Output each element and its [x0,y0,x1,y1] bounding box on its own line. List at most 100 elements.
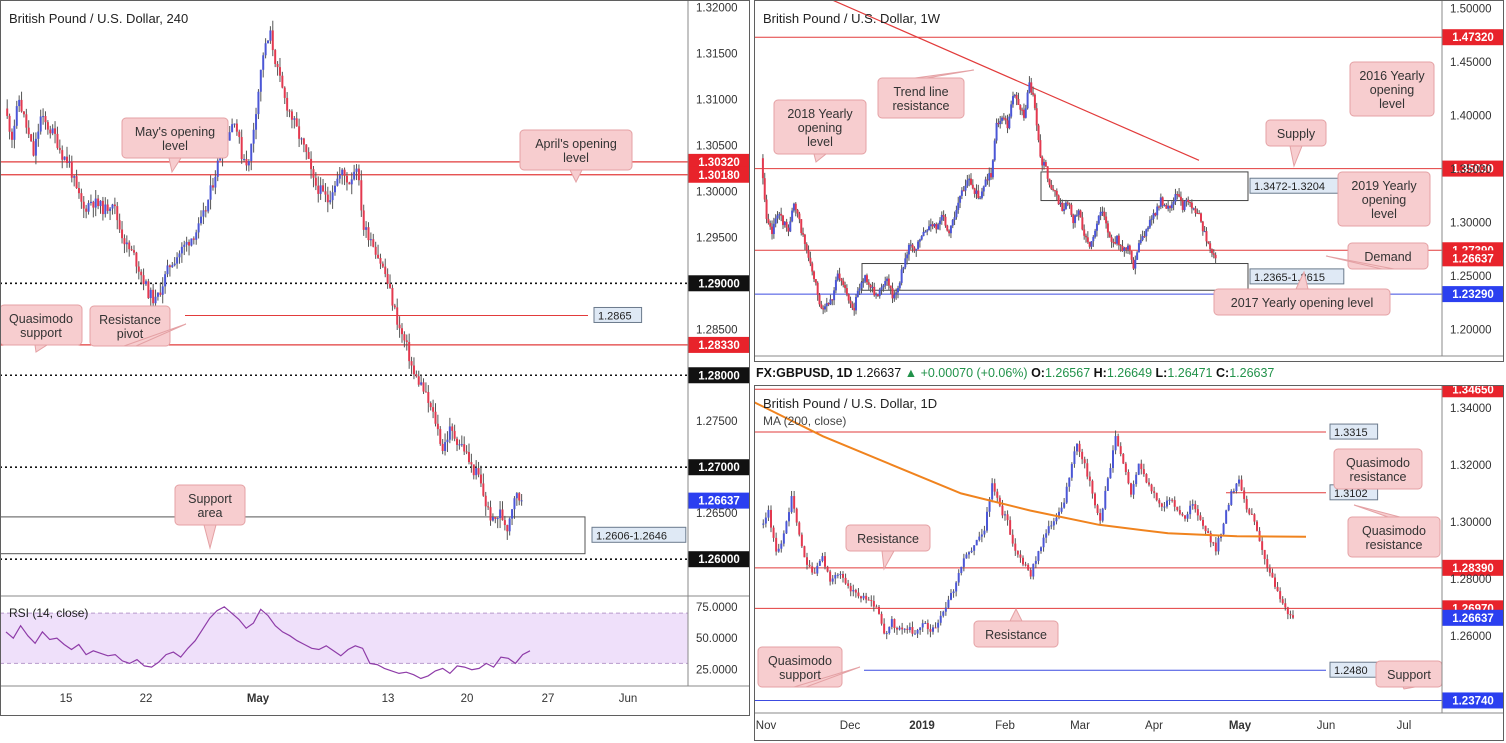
d1-candle [1016,550,1019,555]
h4-candle [214,176,217,188]
d1-candle [813,572,816,574]
h4-candle [15,106,18,126]
d1-candle [793,496,796,509]
w1-candle [1126,245,1129,250]
d1-candle [1268,567,1271,573]
d1-candle [1248,509,1251,514]
h4-candle [133,250,136,253]
w1-candle [933,223,936,227]
d1-candle [860,596,862,599]
callout-supply-text: Supply [1277,127,1316,141]
h4-candle [310,158,313,170]
h4-candle [307,152,310,159]
w1-candle [1119,245,1122,247]
d1-candle [1076,443,1078,452]
w1-candle [975,190,978,194]
h4-candle [333,185,336,193]
chart-panel-d1[interactable]: 1.3315 1.3102 1.2480 1.34650 1.28390 1.26970 1… [754,385,1504,741]
h4-candle [475,468,478,476]
w1-candle [1099,211,1102,216]
h4-candle [487,506,490,508]
ma-label: MA (200, close) [763,414,847,428]
h4-candle [324,191,327,195]
callout-may-opening-pointer [168,157,182,174]
price-tag-bg [688,492,750,509]
h4-candle [130,249,133,251]
d1-candle [1006,514,1009,521]
w1-candle [1075,214,1078,216]
w1-candle [913,247,916,251]
d1-candle [1250,513,1253,515]
h4-candle [8,115,11,132]
h4-candle [97,198,100,207]
price-tag: 1.26637 [698,496,740,508]
w1-candle [1032,92,1035,95]
callout-2017-opening-pointer [1295,270,1309,290]
w1-candle [831,299,834,301]
d1-candle [1140,463,1143,470]
h4-candle [453,430,456,439]
h4-candle [286,97,289,111]
h4-candle [233,123,236,125]
callout-support-pointer [1402,686,1416,690]
h4-candle [362,210,365,230]
d1-candle [1060,507,1063,512]
open-value: 1.26567 [1044,366,1091,380]
chart-d1-title: British Pound / U.S. Dollar, 1D [763,396,938,411]
d1-candle [762,523,765,525]
x-tick-label: Mar [1070,720,1090,732]
h4-candle [68,161,71,163]
h4-candle [355,168,358,172]
w1-candle [907,244,910,255]
h4-candle [13,125,16,140]
w1-candle [951,220,954,226]
w1-candle [1106,223,1109,233]
x-tick-label: Jun [619,693,638,705]
d1-candle [1263,549,1266,560]
h4-candle [422,382,425,392]
w1-candle [1161,197,1164,206]
h4-candle [111,204,114,209]
d1-candle [1240,479,1243,491]
w1-candle [1101,211,1104,213]
h4-candle [154,296,157,304]
d1-candle [1081,451,1084,460]
h4-candle [25,114,28,128]
y-tick-label: 1.50000 [1450,4,1492,16]
price-tag: 1.27000 [698,462,740,474]
chart-w1-canvas[interactable]: 1.3472-1.3204 1.2365-1.2615 1.47320 1.35030… [754,0,1504,362]
high-label: H: [1093,366,1107,380]
h4-candle [290,111,293,120]
d1-candle [1160,503,1163,507]
d1-candle [888,626,891,634]
w1-candle [1194,208,1197,214]
w1-candle [1057,195,1060,205]
h4-candle [336,178,339,186]
w1-candle [1163,205,1166,207]
w1-candle [1068,203,1071,205]
h4-candle [405,340,408,342]
d1-candle [1065,486,1068,503]
w1-candle [871,286,874,288]
d1-candle [1022,557,1024,565]
h4-candle [477,468,480,475]
h4-candle [386,274,389,284]
w1-candle [902,267,905,270]
h4-candle [458,444,461,446]
w1-candle [1083,229,1086,236]
h4-candle [171,265,174,268]
h4-candle [197,223,200,233]
h4-candle [508,518,511,532]
w1-candle [1114,242,1117,244]
d1-candle [857,592,860,597]
y-tick-label: 1.27500 [696,416,738,428]
w1-candle [1168,205,1171,209]
chart-panel-h4[interactable]: 1.2606-1.2646 1.2865 1.30320 1.30180 1.29000… [0,0,750,716]
d1-candle [952,591,955,594]
chart-d1-canvas[interactable]: 1.33151.31021.24801.346501.283901.269701… [754,385,1504,741]
chart-panel-w1[interactable]: 1.3472-1.3204 1.2365-1.2615 1.47320 1.35030… [754,0,1504,362]
w1-candle [1088,242,1091,247]
w1-candle [948,230,951,234]
d1-candle [1117,436,1120,447]
